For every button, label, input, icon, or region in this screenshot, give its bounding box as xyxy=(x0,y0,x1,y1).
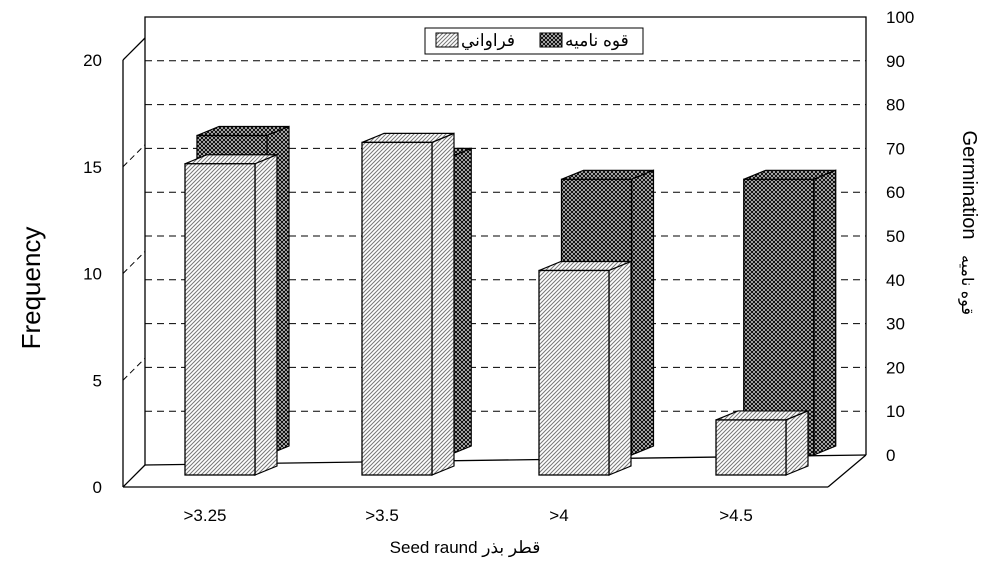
bar-frequency xyxy=(184,153,278,476)
y-left-tick-label: 5 xyxy=(93,371,102,390)
y-right-tick-label: 10 xyxy=(886,402,905,421)
bars xyxy=(184,125,837,476)
bar-frequency xyxy=(715,410,809,476)
legend-swatch-germination xyxy=(539,32,563,48)
y-right-tick-label: 90 xyxy=(886,52,905,71)
y-right-tick-label: 60 xyxy=(886,183,905,202)
legend-label-frequency: فراواني xyxy=(461,31,515,51)
bar-germination xyxy=(743,169,837,456)
y-right-tick-label: 50 xyxy=(886,227,905,246)
legend-swatch-frequency xyxy=(435,32,459,48)
x-axis-ticks: >3.25 >3.5 >4 >4.5 xyxy=(183,506,752,525)
y-right-tick-label: 20 xyxy=(886,358,905,377)
y-left-tick-label: 20 xyxy=(83,51,102,70)
x-tick-label: >4.5 xyxy=(719,506,753,525)
y-axis-right-ticks: 0 10 20 30 40 50 60 70 80 90 100 xyxy=(886,8,914,465)
legend: قوه ناميه فراواني xyxy=(424,27,644,55)
side-gridline xyxy=(122,144,146,168)
y-right-tick-label: 100 xyxy=(886,8,914,27)
x-tick-label: >3.5 xyxy=(365,506,399,525)
x-tick-label: >4 xyxy=(549,506,568,525)
bar-frequency xyxy=(538,260,632,476)
y-axis-right-subtitle: قوه ناميه xyxy=(958,255,975,315)
y-left-tick-label: 0 xyxy=(93,478,102,497)
x-tick-label: >3.25 xyxy=(183,506,226,525)
bar-frequency xyxy=(361,132,455,476)
side-gridline xyxy=(122,357,146,381)
y-right-tick-label: 70 xyxy=(886,139,905,158)
y-axis-right-title: Germination xyxy=(958,131,980,240)
y-right-tick-label: 30 xyxy=(886,315,905,334)
x-axis-title: Seed raund قطر بذر xyxy=(390,538,541,558)
y-right-tick-label: 80 xyxy=(886,96,905,115)
y-left-tick-label: 15 xyxy=(83,158,102,177)
y-left-tick-label: 10 xyxy=(83,265,102,284)
side-gridline xyxy=(122,251,146,274)
y-axis-left-ticks: 0 5 10 15 20 xyxy=(83,51,102,497)
y-right-tick-label: 40 xyxy=(886,271,905,290)
legend-label-germination: قوه ناميه xyxy=(565,31,629,51)
y-right-tick-label: 0 xyxy=(886,446,895,465)
y-axis-left-title: Frequency xyxy=(16,227,46,350)
